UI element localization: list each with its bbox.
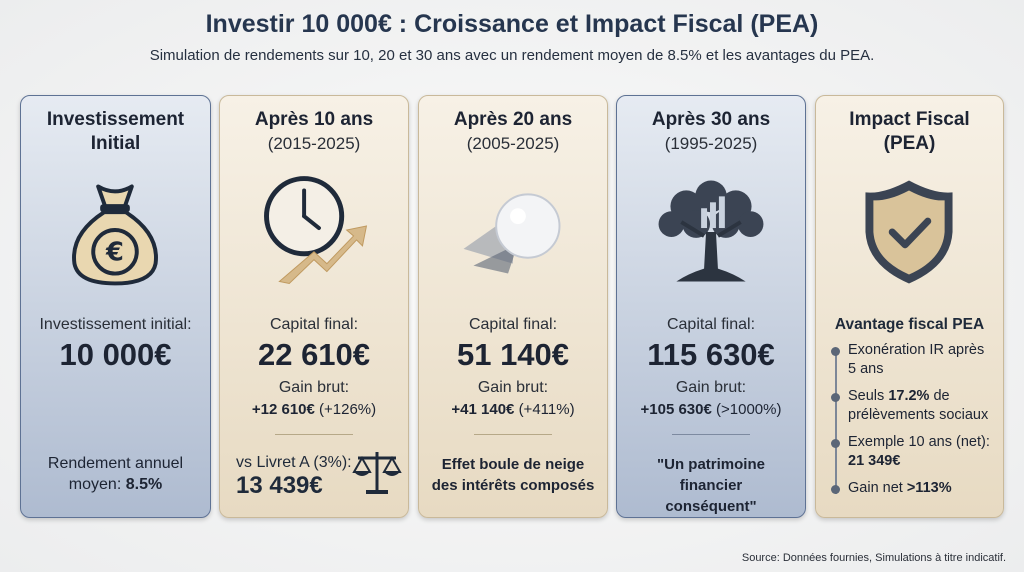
label: Investissement initial: bbox=[39, 316, 192, 333]
card: Après 20 ans (2005-2025) Capital final: … bbox=[418, 95, 608, 518]
card-title: Après 20 ans bbox=[453, 109, 573, 130]
scales-icon bbox=[352, 452, 402, 494]
gain-amount: +105 630€ bbox=[640, 401, 712, 418]
comparison-amount: 13 439€ bbox=[236, 472, 323, 499]
period: (2005-2025) bbox=[466, 134, 560, 153]
period: (1995-2025) bbox=[664, 134, 758, 153]
source: Source: Données fournies, Simulations à … bbox=[741, 552, 1006, 564]
divider bbox=[672, 434, 750, 435]
gain: +12 610€ (+126%) bbox=[220, 401, 408, 418]
label: Capital final: bbox=[269, 316, 359, 333]
bullet-strong: 17.2% bbox=[888, 388, 930, 404]
period: (2015-2025) bbox=[267, 134, 361, 153]
page-subtitle: Simulation de rendements sur 10, 20 et 3… bbox=[149, 47, 875, 64]
amount: 10 000€ bbox=[59, 337, 172, 372]
gain-amount: +41 140€ bbox=[451, 401, 515, 418]
amount: 115 630€ bbox=[647, 337, 775, 372]
card-title: Après 10 ans bbox=[254, 109, 374, 130]
heading: Avantage fiscal PEA bbox=[834, 316, 985, 333]
note: Effet boule de neige des intérêts compos… bbox=[431, 456, 595, 494]
gain: +41 140€ (+411%) bbox=[419, 401, 607, 418]
gain-percent: (+126%) bbox=[319, 401, 377, 418]
label: Capital final: bbox=[666, 316, 756, 333]
bullet-strong: >113% bbox=[906, 480, 952, 496]
label: Capital final: bbox=[468, 316, 558, 333]
note: "Un patrimoine financier conséquent" bbox=[657, 456, 765, 515]
card: Après 10 ans (2015-2025) Capital final: … bbox=[219, 95, 409, 518]
divider bbox=[474, 434, 552, 435]
bullet: Seuls 17.2% de prélèvements sociaux bbox=[830, 387, 995, 425]
snowball-icon bbox=[463, 193, 561, 274]
gain: +105 630€ (>1000%) bbox=[617, 401, 805, 418]
gain-percent: (+411%) bbox=[518, 401, 575, 418]
divider bbox=[275, 434, 353, 435]
clock-icon bbox=[264, 176, 368, 284]
bullet-text: Exemple 10 ans (net): bbox=[848, 434, 990, 450]
bullet-text: Gain net bbox=[848, 480, 907, 496]
bullet-text: de prélèvements sociaux bbox=[848, 388, 989, 423]
amount: 51 140€ bbox=[456, 337, 570, 372]
svg-text:€: € bbox=[105, 238, 124, 268]
bullet: Exonération IR après 5 ans bbox=[830, 341, 995, 379]
bullet: Exemple 10 ans (net): 21 349€ bbox=[830, 433, 995, 471]
note-rate: 8.5% bbox=[125, 476, 163, 493]
tree-icon bbox=[658, 180, 764, 282]
note-text: Rendement annuel moyen: bbox=[47, 455, 184, 493]
gain-label: Gain brut: bbox=[278, 379, 350, 396]
card: Après 30 ans (1995-2025) Capital final: … bbox=[616, 95, 806, 518]
bullet-strong: 21 349€ bbox=[848, 453, 901, 469]
gain-amount: +12 610€ bbox=[251, 401, 315, 418]
card: Investissement Initial € Investissement … bbox=[20, 95, 211, 518]
card-title: Après 30 ans bbox=[651, 109, 771, 130]
card: Impact Fiscal (PEA) Avantage fiscal PEA … bbox=[815, 95, 1004, 518]
bullet: Gain net >113% bbox=[830, 479, 995, 498]
money-bag-icon: € bbox=[72, 184, 158, 286]
gain-label: Gain brut: bbox=[477, 379, 549, 396]
card-title: Investissement Initial bbox=[46, 109, 185, 154]
comparison-label: vs Livret A (3%): bbox=[236, 454, 352, 471]
bullet-text: Exonération IR après 5 ans bbox=[848, 342, 985, 377]
bullet-list: Exonération IR après 5 ans Seuls 17.2% d… bbox=[830, 341, 995, 506]
shield-icon bbox=[865, 180, 953, 284]
gain-percent: (>1000%) bbox=[716, 401, 782, 418]
card-title: Impact Fiscal (PEA) bbox=[849, 109, 970, 154]
gain-label: Gain brut: bbox=[675, 379, 747, 396]
note: Rendement annuel moyen: 8.5% bbox=[21, 453, 210, 495]
amount: 22 610€ bbox=[257, 337, 371, 372]
bullet-text: Seuls bbox=[848, 388, 889, 404]
page-title: Investir 10 000€ : Croissance et Impact … bbox=[205, 10, 819, 38]
